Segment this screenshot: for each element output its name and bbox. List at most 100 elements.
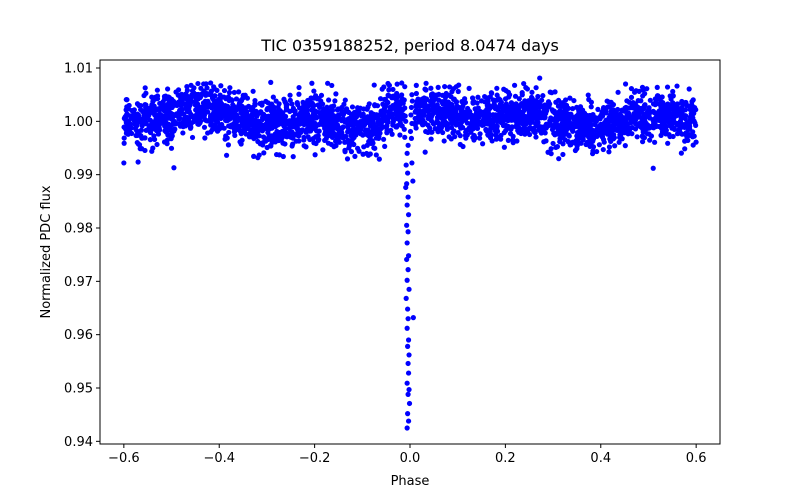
data-point	[441, 138, 447, 144]
data-point	[175, 92, 181, 98]
data-point	[641, 111, 647, 117]
data-point	[303, 106, 309, 112]
data-point	[121, 160, 127, 166]
data-point	[342, 119, 348, 125]
data-point	[586, 115, 592, 122]
data-point	[518, 110, 525, 116]
data-point	[405, 142, 411, 148]
data-point	[559, 130, 565, 136]
data-point	[360, 151, 366, 157]
data-point	[298, 110, 304, 116]
data-point	[674, 83, 680, 89]
data-point	[408, 112, 414, 118]
data-point	[623, 117, 629, 123]
y-tick-label: 0.97	[64, 275, 93, 290]
data-point	[223, 118, 229, 124]
data-point	[408, 135, 415, 141]
data-point	[211, 86, 218, 92]
data-point	[527, 107, 533, 113]
data-point	[541, 110, 547, 116]
data-point	[219, 101, 225, 107]
data-point	[519, 119, 525, 125]
data-point	[632, 101, 638, 107]
data-point	[405, 411, 411, 417]
data-point	[512, 109, 518, 115]
data-point	[451, 128, 457, 134]
data-point	[328, 111, 334, 117]
data-point	[652, 139, 658, 145]
data-point	[572, 147, 579, 154]
data-point	[689, 104, 695, 110]
data-point	[550, 108, 556, 114]
data-point	[296, 91, 302, 97]
data-point	[539, 97, 545, 103]
data-point	[214, 128, 221, 134]
data-point	[195, 96, 201, 102]
data-point	[405, 370, 412, 376]
data-point	[299, 127, 306, 133]
data-point	[512, 117, 518, 123]
data-point	[198, 85, 204, 91]
data-point	[644, 86, 650, 92]
data-point	[172, 126, 178, 132]
data-point	[427, 116, 434, 123]
data-point	[509, 104, 515, 110]
data-point	[289, 129, 295, 135]
data-point	[342, 149, 348, 155]
data-point	[182, 115, 188, 121]
data-point	[451, 109, 457, 116]
x-axis-ticks: −0.6 −0.4 −0.2 0.0 0.2 0.4 0.6	[108, 444, 706, 466]
data-point	[363, 131, 369, 137]
data-point	[449, 89, 455, 95]
data-point	[255, 118, 262, 124]
data-point	[434, 118, 440, 124]
data-point	[522, 98, 528, 104]
data-point	[357, 105, 364, 111]
data-point	[129, 107, 135, 114]
data-point	[552, 116, 558, 122]
data-point	[200, 100, 207, 106]
data-point	[455, 112, 461, 118]
data-point	[267, 122, 273, 128]
data-point	[362, 121, 368, 127]
data-point	[217, 96, 223, 103]
data-point	[405, 343, 411, 349]
data-point	[478, 98, 485, 104]
data-point	[162, 128, 168, 134]
data-point	[349, 104, 356, 110]
data-point	[122, 114, 128, 120]
data-point	[208, 113, 214, 119]
data-point	[385, 80, 391, 87]
data-point	[493, 136, 499, 142]
data-point	[231, 110, 237, 116]
data-point	[534, 116, 541, 123]
data-point	[405, 212, 412, 218]
data-point	[575, 120, 581, 126]
data-point	[384, 127, 390, 133]
data-point	[691, 133, 697, 139]
data-points-layer	[121, 75, 699, 431]
data-point	[268, 79, 274, 85]
data-point	[320, 147, 326, 153]
data-point	[402, 105, 408, 111]
data-point	[289, 143, 295, 149]
data-point	[567, 95, 573, 101]
data-point	[629, 131, 635, 137]
data-point	[405, 170, 411, 176]
data-point	[413, 82, 419, 88]
data-point	[343, 133, 349, 139]
data-point	[639, 84, 646, 90]
data-point	[312, 113, 318, 119]
data-point	[210, 101, 217, 107]
data-point	[492, 105, 498, 112]
data-point	[268, 117, 274, 123]
data-point	[181, 95, 187, 102]
data-point	[490, 120, 496, 126]
data-point	[628, 94, 635, 100]
data-point	[407, 128, 414, 135]
data-point	[406, 387, 412, 393]
data-point	[485, 117, 491, 123]
data-point	[280, 153, 286, 160]
data-point	[588, 99, 594, 105]
data-point	[440, 122, 446, 128]
